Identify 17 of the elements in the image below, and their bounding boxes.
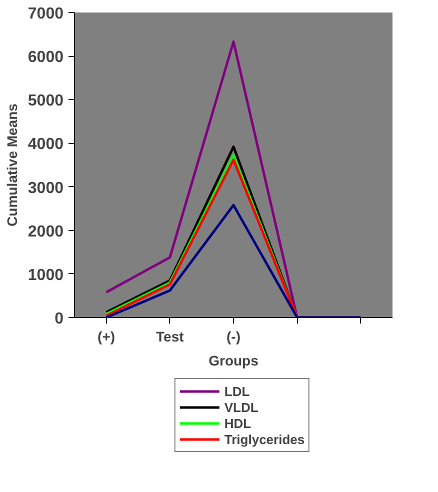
- y-tick-label: 5000: [28, 92, 64, 110]
- y-tick-label: 3000: [28, 180, 64, 197]
- legend-label: Triglycerides: [224, 431, 305, 447]
- y-tick-label: 4000: [28, 136, 64, 154]
- y-tick-label: 1000: [28, 266, 64, 284]
- x-axis-title: Groups: [208, 352, 259, 368]
- x-tick-label: (+): [98, 328, 116, 344]
- x-tick-label: Test: [156, 328, 184, 344]
- legend-label: HDL: [224, 415, 252, 431]
- y-tick-label: 7000: [28, 6, 64, 22]
- legend-label: VLDL: [224, 399, 258, 415]
- y-tick-label: 2000: [28, 223, 64, 240]
- y-tick-label: 0: [54, 310, 64, 328]
- y-tick-label: 6000: [28, 49, 64, 66]
- legend-label: LDL: [224, 383, 250, 399]
- y-axis-title: Cumulative Means: [4, 103, 20, 226]
- x-tick-label: (-): [226, 328, 241, 344]
